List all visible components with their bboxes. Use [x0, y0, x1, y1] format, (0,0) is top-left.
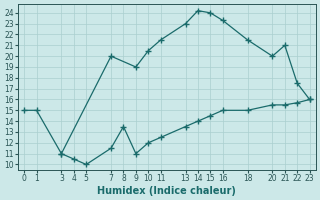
X-axis label: Humidex (Indice chaleur): Humidex (Indice chaleur): [98, 186, 236, 196]
